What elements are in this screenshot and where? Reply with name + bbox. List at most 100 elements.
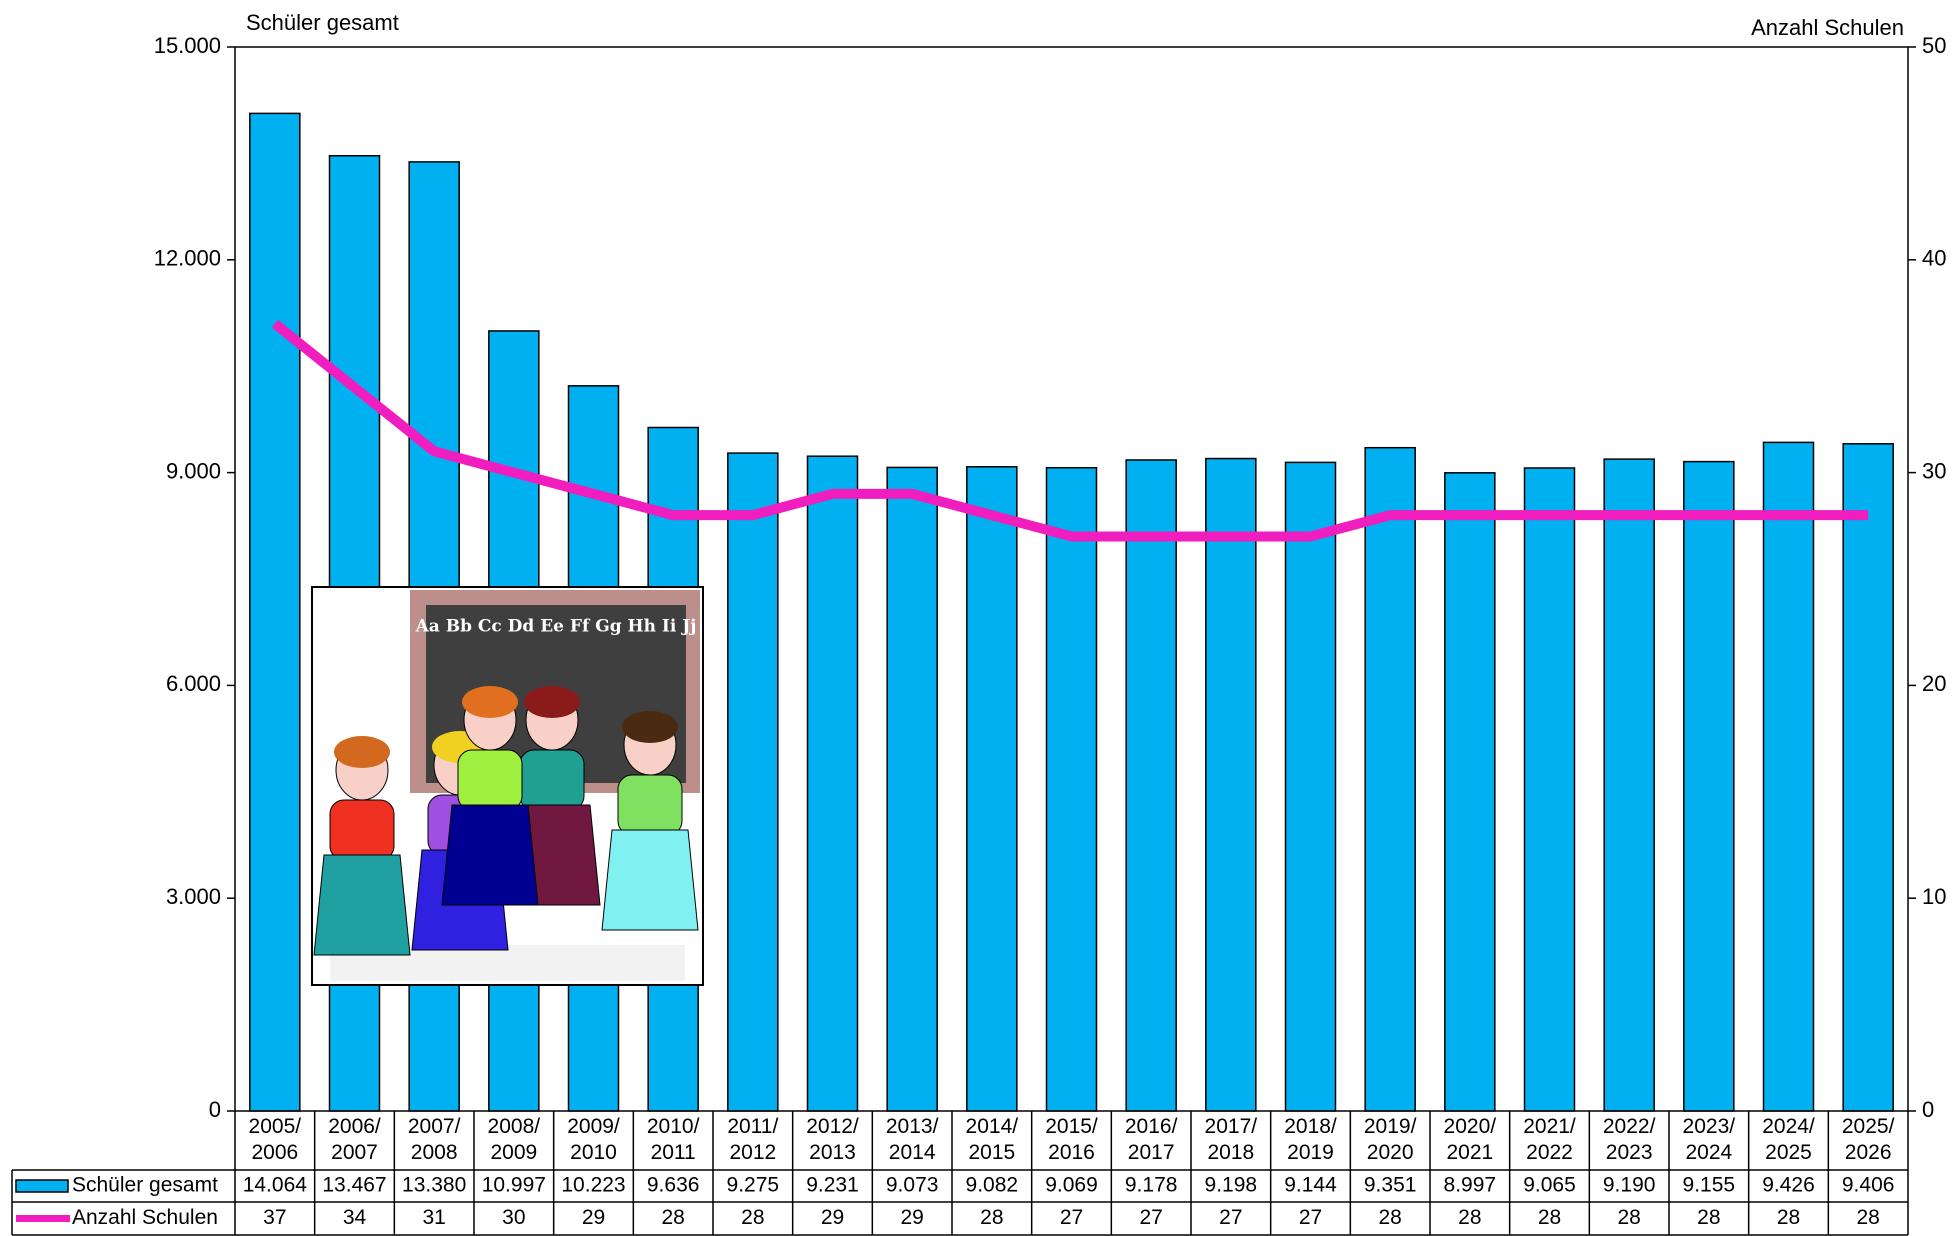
x-tick-label: 2017/2018	[1205, 1115, 1258, 1164]
y-tick-label: 3.000	[166, 884, 221, 909]
bar	[967, 467, 1017, 1111]
bar	[1843, 444, 1893, 1111]
y-axis-title: Schüler gesamt	[246, 10, 399, 35]
x-tick-label: 2009/2010	[567, 1115, 620, 1164]
table-value: 27	[1139, 1206, 1162, 1229]
y2-tick-label: 40	[1922, 246, 1946, 271]
table-value: 28	[1617, 1206, 1640, 1229]
x-tick-label: 2013/2014	[886, 1115, 939, 1164]
table-value: 9.231	[806, 1174, 859, 1197]
child-body	[442, 805, 538, 905]
bar	[1525, 468, 1575, 1111]
illustration: Aa Bb Cc Dd Ee Ff Gg Hh Ii Jj	[312, 587, 703, 985]
child-body	[314, 855, 410, 955]
table-value: 14.064	[243, 1174, 308, 1197]
table-value: 27	[1219, 1206, 1242, 1229]
x-tick-label: 2016/2017	[1125, 1115, 1178, 1164]
y-tick-label: 15.000	[154, 33, 221, 58]
child-body	[602, 830, 698, 930]
table-value: 13.467	[322, 1174, 386, 1197]
table-value: 10.223	[561, 1174, 625, 1197]
table-value: 28	[741, 1206, 764, 1229]
child-hair	[524, 686, 580, 718]
x-tick-label: 2019/2020	[1364, 1115, 1417, 1164]
table-value: 29	[582, 1206, 605, 1229]
x-tick-label: 2024/2025	[1762, 1115, 1815, 1164]
y2-tick-label: 0	[1922, 1097, 1934, 1122]
table-value: 30	[502, 1206, 525, 1229]
table-value: 9.065	[1523, 1174, 1576, 1197]
x-tick-label: 2007/2008	[408, 1115, 461, 1164]
table-value: 31	[422, 1206, 445, 1229]
table-value: 28	[1856, 1206, 1879, 1229]
child-hair	[462, 686, 518, 718]
y-tick-label: 12.000	[154, 246, 221, 271]
x-tick-label: 2025/2026	[1842, 1115, 1895, 1164]
x-tick-label: 2010/2011	[647, 1115, 700, 1164]
table-value: 10.997	[482, 1174, 546, 1197]
chart: Schüler gesamt Anzahl Schulen 0 3.000 6.00…	[0, 0, 1959, 1236]
child-shirt	[330, 800, 394, 860]
table-value: 28	[661, 1206, 684, 1229]
child-hair	[622, 711, 678, 743]
bar	[728, 453, 778, 1111]
child-shirt	[618, 775, 682, 835]
y-tick-label: 0	[209, 1097, 221, 1122]
table-value: 37	[263, 1206, 286, 1229]
table-value: 9.144	[1284, 1174, 1337, 1197]
table-value: 28	[1697, 1206, 1720, 1229]
y2-tick-label: 50	[1922, 33, 1946, 58]
table-value: 9.190	[1603, 1174, 1656, 1197]
legend-label: Anzahl Schulen	[72, 1206, 218, 1229]
table-value: 28	[1538, 1206, 1561, 1229]
child-shirt	[458, 750, 522, 810]
x-tick-label: 2018/2019	[1284, 1115, 1337, 1164]
y2-tick-label: 20	[1922, 671, 1946, 696]
bar	[1684, 462, 1734, 1111]
table-value: 9.073	[886, 1174, 939, 1197]
bar	[1126, 460, 1176, 1111]
table-value: 29	[900, 1206, 923, 1229]
x-tick-label: 2006/2007	[328, 1115, 381, 1164]
table-value: 9.426	[1762, 1174, 1815, 1197]
x-tick-label: 2023/2024	[1683, 1115, 1736, 1164]
x-tick-label: 2020/2021	[1444, 1115, 1497, 1164]
bar	[1445, 473, 1495, 1111]
x-tick-label: 2011/2012	[727, 1115, 778, 1164]
table-value: 29	[821, 1206, 844, 1229]
table-value: 9.198	[1205, 1174, 1258, 1197]
table-value: 27	[1299, 1206, 1322, 1229]
table-value: 9.406	[1842, 1174, 1895, 1197]
table-value: 9.178	[1125, 1174, 1178, 1197]
table-value: 27	[1060, 1206, 1083, 1229]
bar	[887, 467, 937, 1111]
table-value: 34	[343, 1206, 367, 1229]
child-shirt	[520, 750, 584, 810]
y2-tick-label: 30	[1922, 458, 1946, 483]
x-tick-label: 2008/2009	[488, 1115, 541, 1164]
bar	[1764, 442, 1814, 1111]
x-tick-label: 2005/2006	[249, 1115, 302, 1164]
x-tick-label: 2012/2013	[806, 1115, 859, 1164]
table-value: 28	[1777, 1206, 1800, 1229]
bar	[1365, 448, 1415, 1111]
bar	[250, 113, 300, 1111]
bar	[1206, 459, 1256, 1111]
x-tick-label: 2014/2015	[966, 1115, 1019, 1164]
y-tick-label: 6.000	[166, 671, 221, 696]
table-value: 9.155	[1683, 1174, 1736, 1197]
bar	[1604, 459, 1654, 1111]
table-value: 9.275	[727, 1174, 780, 1197]
y2-tick-label: 10	[1922, 884, 1946, 909]
table-value: 9.636	[647, 1174, 700, 1197]
table-value: 9.069	[1045, 1174, 1098, 1197]
x-tick-label: 2021/2022	[1523, 1115, 1576, 1164]
legend-label: Schüler gesamt	[72, 1174, 218, 1197]
bar	[808, 456, 858, 1111]
y-tick-label: 9.000	[166, 458, 221, 483]
table-value: 28	[1378, 1206, 1401, 1229]
table-value: 13.380	[402, 1174, 466, 1197]
bar	[1047, 468, 1097, 1111]
board-text: Aa Bb Cc Dd Ee Ff Gg Hh Ii Jj	[415, 617, 697, 637]
bar	[1286, 462, 1336, 1111]
